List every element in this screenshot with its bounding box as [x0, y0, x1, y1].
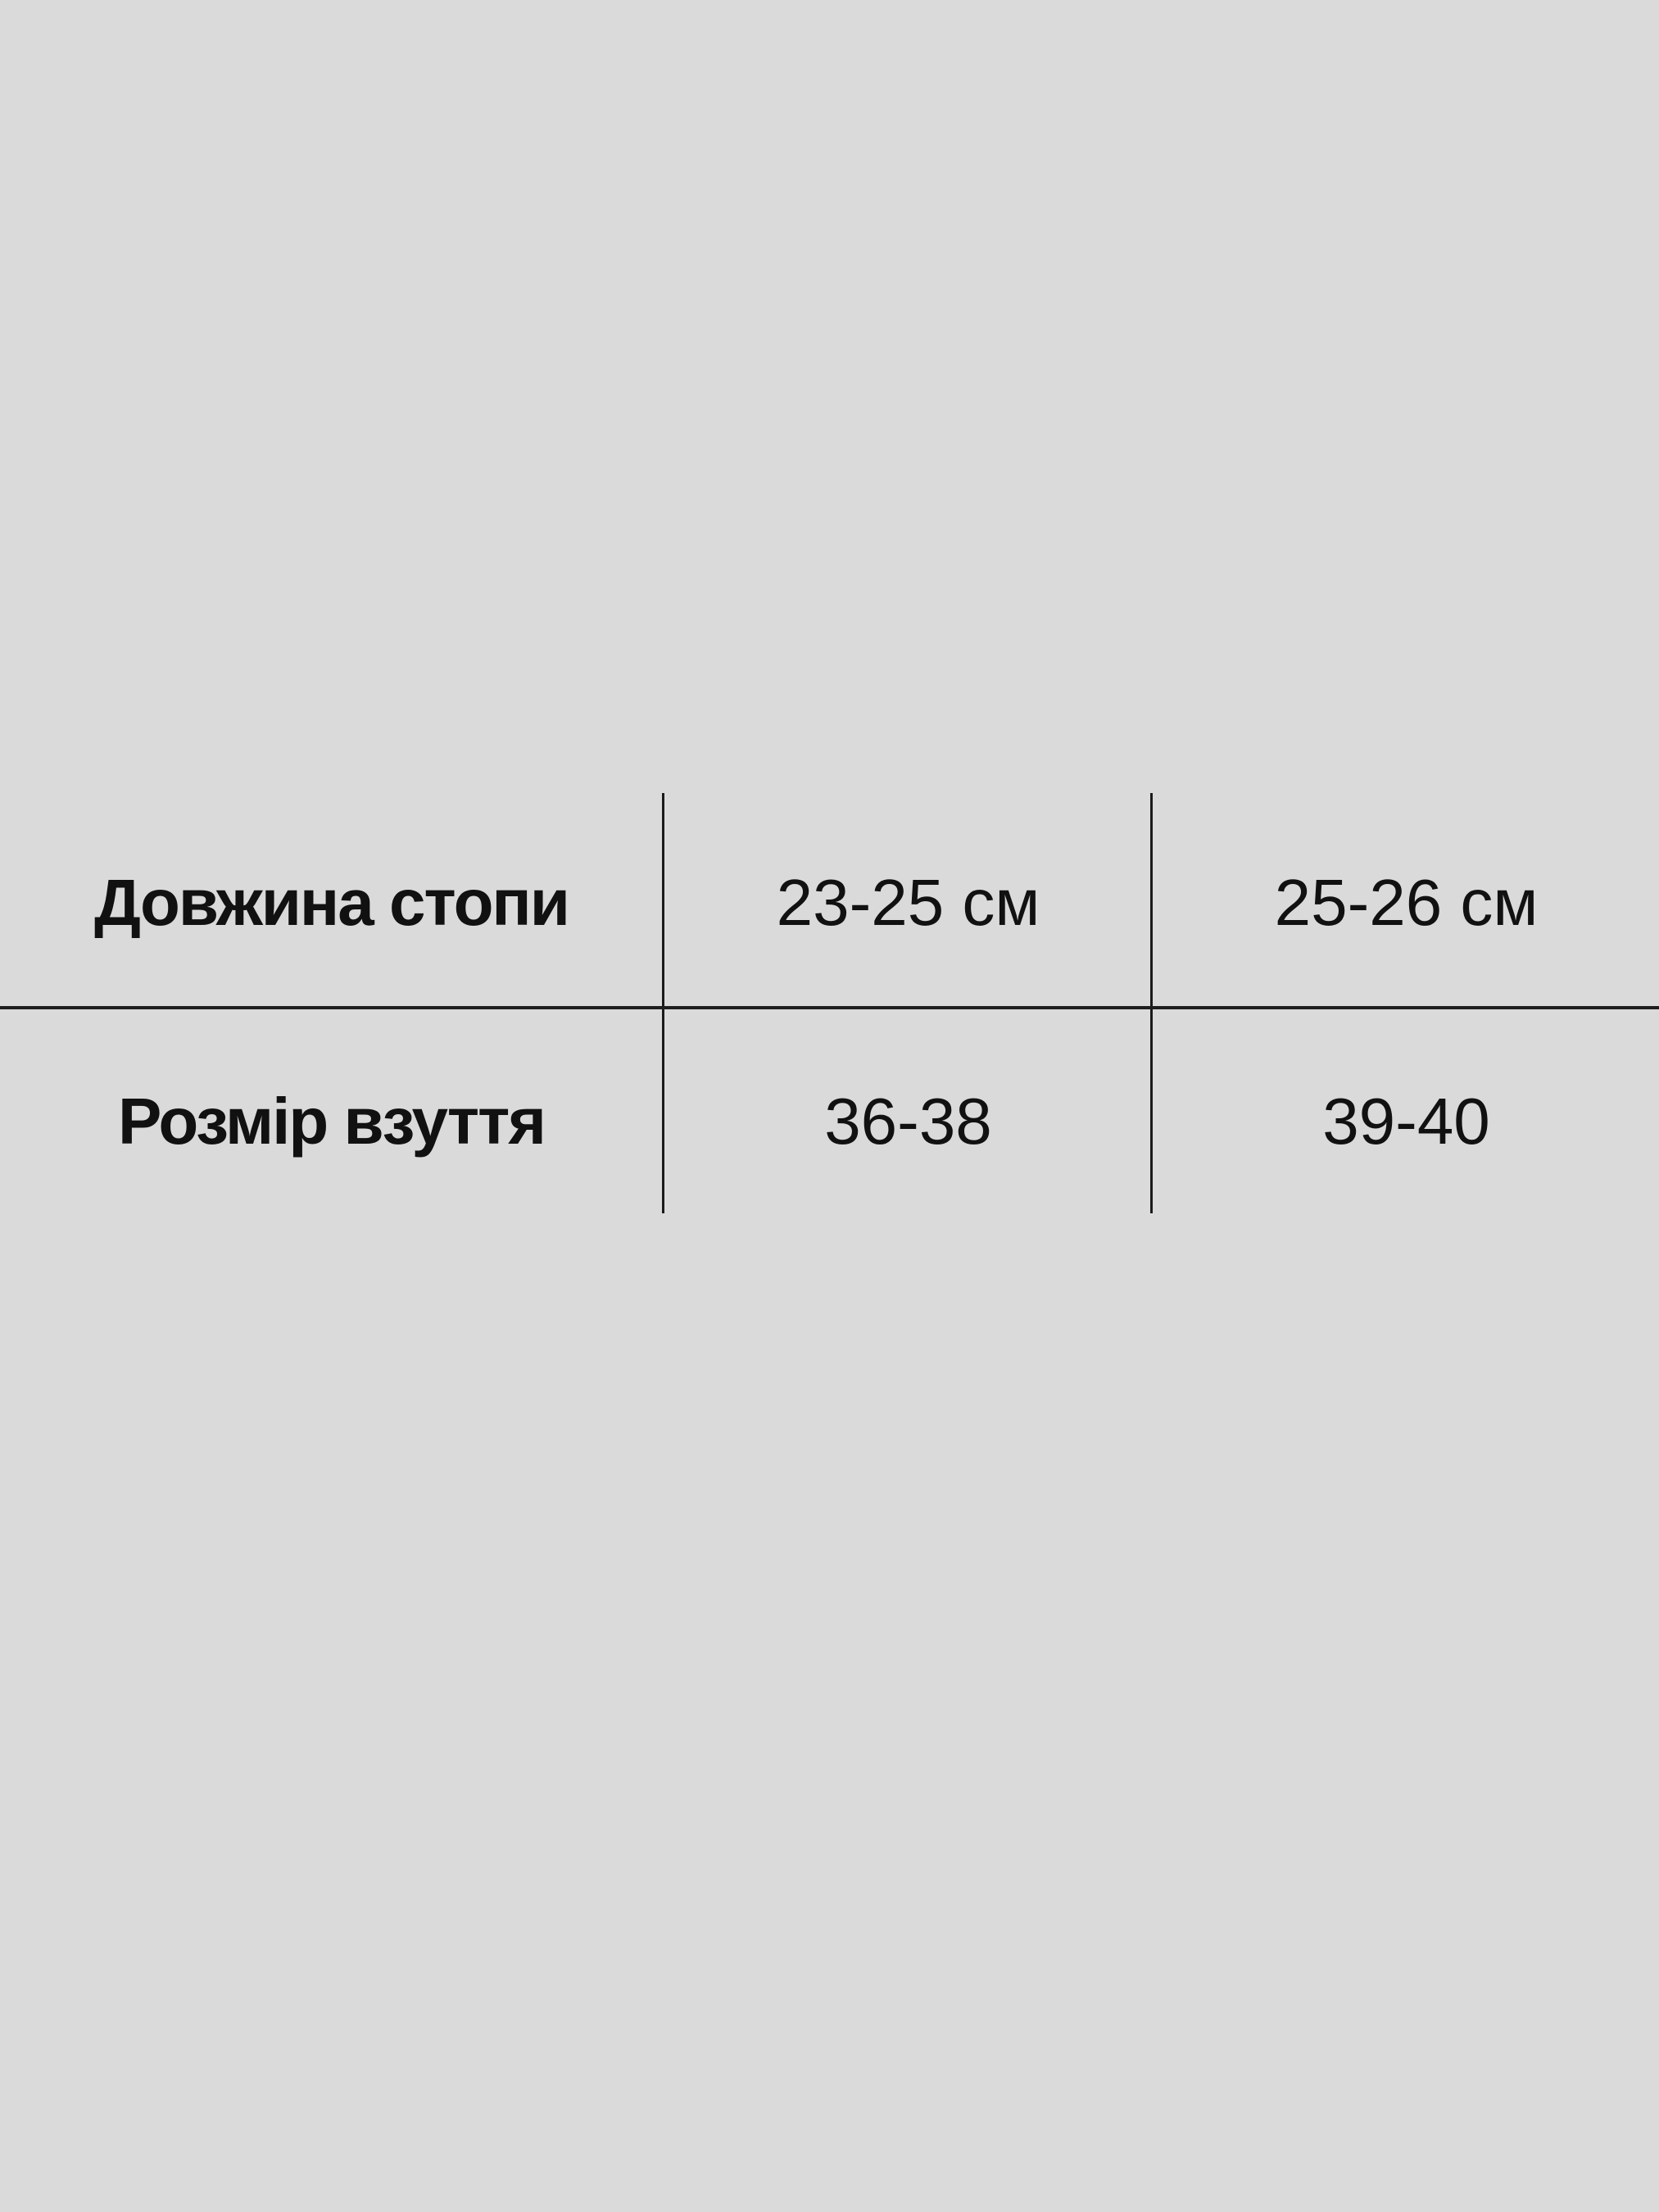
table-cell: 36-38: [824, 1085, 992, 1158]
row-label-foot-length: Довжина стопи: [94, 866, 570, 939]
table-cell: 25-26 см: [1274, 866, 1539, 939]
column-divider: [662, 793, 664, 1213]
column-divider: [1150, 793, 1153, 1213]
table-cell: 39-40: [1322, 1085, 1490, 1158]
row-label-shoe-size: Розмір взуття: [118, 1085, 546, 1158]
row-divider: [0, 1006, 1659, 1009]
table-cell: 23-25 см: [776, 866, 1040, 939]
